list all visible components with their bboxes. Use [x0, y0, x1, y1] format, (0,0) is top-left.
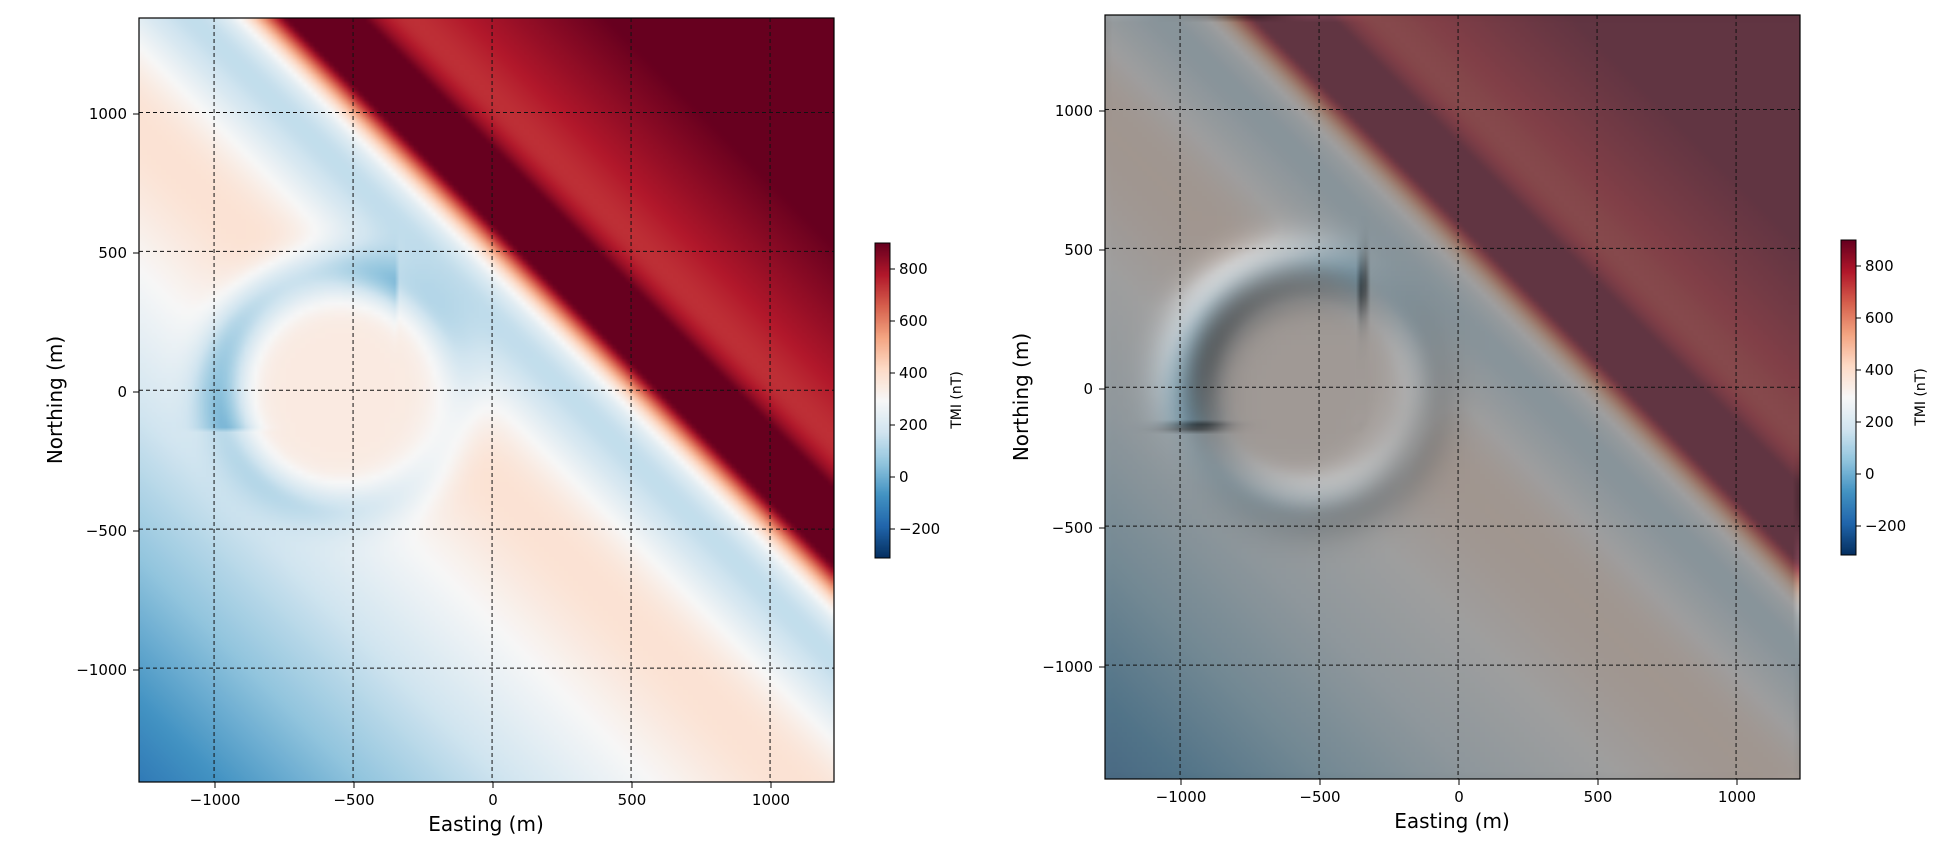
colorbar-tick-label: 200	[1865, 413, 1894, 431]
y-tick-label: 0	[1083, 380, 1093, 398]
x-ticks-right: −1000 −500 0 500 1000	[1156, 779, 1756, 806]
y-tick-label: −1000	[76, 661, 127, 679]
grid-left	[139, 18, 834, 782]
y-tick-label: 1000	[89, 105, 127, 123]
x-axis-label-left: Easting (m)	[428, 812, 544, 836]
x-tick-label: −1000	[190, 791, 241, 809]
y-tick-label: −1000	[1042, 658, 1093, 676]
x-tick-label: −500	[1299, 788, 1340, 806]
colorbar-tick-label: −200	[899, 520, 940, 538]
tmi-heatmap-right	[1105, 15, 1800, 779]
y-tick-label: −500	[1052, 519, 1093, 537]
y-tick-label: 500	[98, 244, 127, 262]
tmi-heatmap-left	[139, 18, 834, 782]
colorbar-tick-label: 400	[1865, 361, 1894, 379]
colorbar-tick-label: 800	[899, 260, 928, 278]
colorbar-tick-label: 800	[1865, 257, 1894, 275]
colorbar-label-left: TMI (nT)	[949, 371, 965, 430]
x-tick-label: 0	[488, 791, 498, 809]
y-axis-label-right: Northing (m)	[1009, 333, 1033, 461]
y-axis-label-left: Northing (m)	[43, 336, 67, 464]
left-panel: −1000 −500 0 500 1000 1000 500 0 −500 −1…	[43, 17, 965, 836]
colorbar-tick-label: 0	[899, 468, 909, 486]
x-tick-label: 0	[1454, 788, 1464, 806]
colorbar-right: 800 600 400 200 0 −200 TMI (nT)	[1840, 239, 1929, 556]
x-tick-label: −1000	[1156, 788, 1207, 806]
axes-frame-right	[1104, 14, 1801, 780]
y-tick-label: 0	[117, 383, 127, 401]
x-tick-label: 1000	[752, 791, 790, 809]
colorbar-tick-label: 600	[899, 312, 928, 330]
y-tick-label: −500	[86, 522, 127, 540]
y-ticks-right: 1000 500 0 −500 −1000	[1042, 102, 1105, 676]
colorbar-left: 800 600 400 200 0 −200 TMI (nT)	[874, 242, 965, 559]
x-tick-label: 500	[618, 791, 647, 809]
right-panel: −1000 −500 0 500 1000 1000 500 0 −500 −1…	[1009, 14, 1929, 833]
colorbar-tick-label: 400	[899, 364, 928, 382]
colorbar-tick-label: −200	[1865, 517, 1906, 535]
colorbar-frame-left	[874, 242, 891, 559]
y-tick-label: 1000	[1055, 102, 1093, 120]
x-tick-label: −500	[333, 791, 374, 809]
x-tick-label: 1000	[1718, 788, 1756, 806]
colorbar-tick-label: 600	[1865, 309, 1894, 327]
colorbar-frame-right	[1840, 239, 1857, 556]
x-axis-label-right: Easting (m)	[1394, 809, 1510, 833]
y-ticks-left: 1000 500 0 −500 −1000	[76, 105, 139, 679]
axes-frame-left	[138, 17, 835, 783]
x-tick-label: 500	[1584, 788, 1613, 806]
colorbar-tick-label: 200	[899, 416, 928, 434]
grid-right	[1105, 15, 1800, 779]
colorbar-label-right: TMI (nT)	[1913, 368, 1929, 427]
colorbar-ticks-right: 800 600 400 200 0 −200	[1856, 257, 1906, 535]
colorbar-ticks-left: 800 600 400 200 0 −200	[890, 260, 940, 538]
colorbar-tick-label: 0	[1865, 465, 1875, 483]
colorbar-gradient-left	[875, 243, 890, 558]
x-ticks-left: −1000 −500 0 500 1000	[190, 782, 790, 809]
colorbar-gradient-right	[1841, 240, 1856, 555]
y-tick-label: 500	[1064, 241, 1093, 259]
